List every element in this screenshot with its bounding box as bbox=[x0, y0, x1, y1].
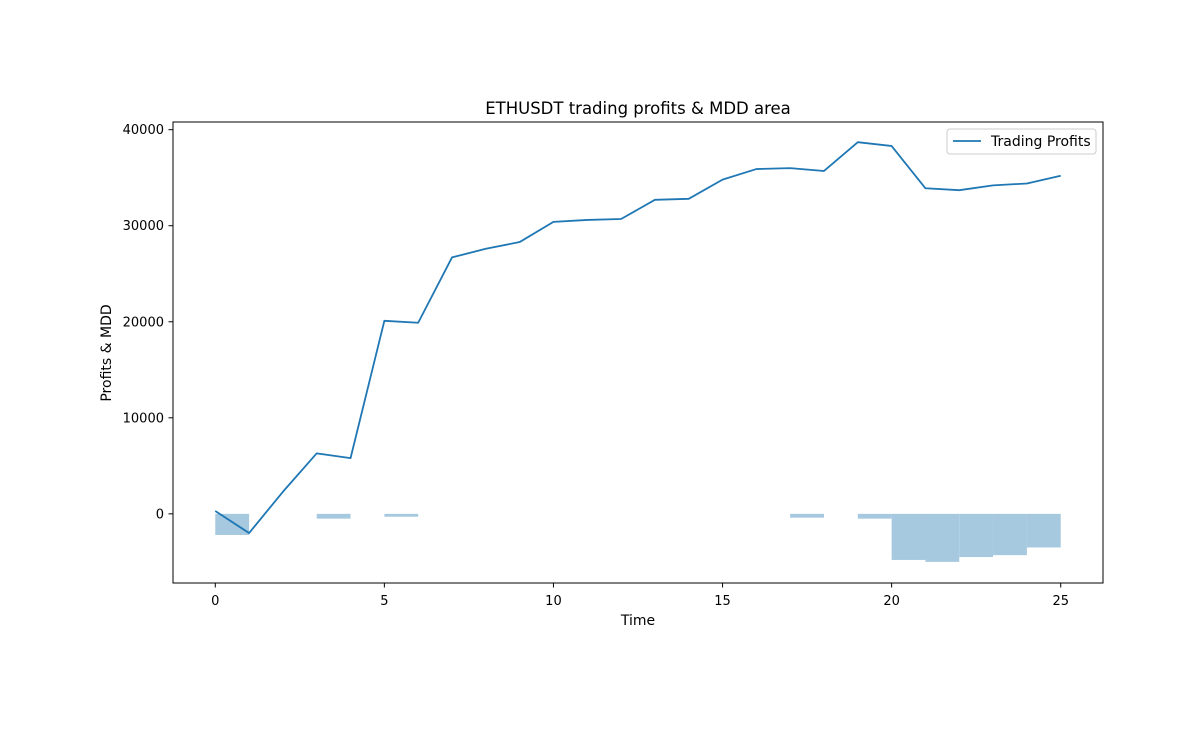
x-tick-label-4: 20 bbox=[883, 594, 900, 609]
x-axis-ticks: 0 5 10 15 20 25 bbox=[211, 583, 1069, 609]
mdd-segment-1 bbox=[317, 514, 351, 519]
y-tick-label-3: 30000 bbox=[123, 219, 164, 234]
mdd-segment-9 bbox=[1027, 514, 1061, 548]
x-axis-label: Time bbox=[620, 613, 655, 629]
mdd-segment-5 bbox=[892, 514, 926, 560]
mdd-area-layer bbox=[215, 514, 1060, 562]
profit-line-layer bbox=[215, 142, 1060, 533]
x-tick-label-2: 10 bbox=[545, 594, 562, 609]
chart-title: ETHUSDT trading profits & MDD area bbox=[485, 99, 791, 118]
legend: Trading Profits bbox=[947, 129, 1096, 154]
legend-label-trading-profits: Trading Profits bbox=[990, 134, 1091, 150]
y-axis-ticks: 0 10000 20000 30000 40000 bbox=[123, 123, 173, 522]
mdd-segment-0 bbox=[215, 514, 249, 535]
y-tick-label-4: 40000 bbox=[123, 123, 164, 138]
mdd-segment-7 bbox=[959, 514, 993, 557]
mdd-segment-8 bbox=[993, 514, 1027, 555]
y-tick-label-2: 20000 bbox=[123, 315, 164, 330]
y-tick-label-1: 10000 bbox=[123, 411, 164, 426]
mdd-segment-4 bbox=[858, 514, 892, 519]
x-tick-label-5: 25 bbox=[1052, 594, 1069, 609]
mdd-segment-2 bbox=[384, 514, 418, 517]
y-axis-label: Profits & MDD bbox=[99, 304, 115, 401]
y-tick-label-0: 0 bbox=[156, 507, 164, 522]
x-tick-label-3: 15 bbox=[714, 594, 731, 609]
mdd-segment-3 bbox=[790, 514, 824, 518]
x-tick-label-0: 0 bbox=[211, 594, 219, 609]
series-line-0 bbox=[215, 142, 1060, 533]
x-tick-label-1: 5 bbox=[380, 594, 388, 609]
mdd-segment-6 bbox=[925, 514, 959, 562]
